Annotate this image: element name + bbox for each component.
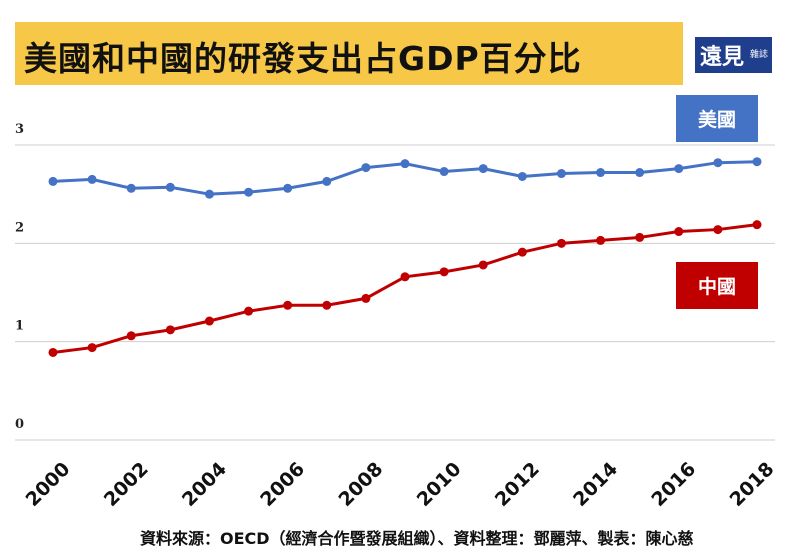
data-point	[87, 343, 97, 353]
data-point	[165, 182, 175, 192]
data-point	[322, 176, 332, 186]
x-tick-label: 2008	[334, 458, 387, 511]
x-tick-label: 2016	[647, 458, 700, 511]
data-point	[283, 183, 293, 193]
data-point	[361, 163, 371, 173]
legend-us: 美國	[676, 95, 758, 142]
data-point	[204, 316, 214, 326]
x-tick-label: 2010	[413, 458, 466, 511]
data-point	[204, 189, 214, 199]
logo-main: 遠見	[700, 44, 745, 70]
data-point	[713, 225, 723, 235]
chart-title: 美國和中國的研發支出占GDP百分比	[24, 39, 582, 78]
logo: 遠見 雜誌	[695, 37, 772, 73]
data-point	[713, 158, 723, 168]
data-point	[322, 300, 332, 310]
data-point	[439, 267, 449, 277]
x-tick-label: 2002	[100, 458, 153, 511]
y-tick-label: 2	[15, 220, 24, 235]
x-tick-label: 2004	[178, 458, 231, 511]
data-point	[244, 306, 254, 316]
data-point	[517, 171, 527, 181]
data-point	[361, 293, 371, 303]
data-point	[87, 174, 97, 184]
y-tick-label: 0	[15, 417, 24, 432]
data-point	[556, 238, 566, 248]
data-point	[596, 235, 606, 245]
data-point	[674, 164, 684, 174]
y-tick-label: 1	[15, 319, 24, 334]
data-point	[126, 331, 136, 341]
data-point	[439, 167, 449, 177]
data-point	[283, 300, 293, 310]
legend-china: 中國	[676, 262, 758, 309]
y-tick-label: 3	[15, 122, 24, 137]
x-tick-label: 2018	[726, 458, 779, 511]
data-point	[165, 325, 175, 335]
x-tick-label: 2012	[491, 458, 544, 511]
logo-sub: 雜誌	[750, 50, 769, 60]
x-tick-label: 2000	[22, 458, 75, 511]
data-point	[48, 176, 58, 186]
data-point	[400, 159, 410, 169]
data-point	[400, 272, 410, 282]
source-note: 資料來源：OECD（經濟合作暨發展組織）、資料整理：鄧麗萍、製表：陳心慈	[140, 529, 694, 548]
x-tick-label: 2014	[569, 458, 622, 511]
data-point	[126, 183, 136, 193]
data-point	[478, 164, 488, 174]
x-tick-label: 2006	[256, 458, 309, 511]
data-point	[517, 247, 527, 257]
data-point	[244, 187, 254, 197]
data-point	[752, 157, 762, 167]
data-point	[48, 347, 58, 357]
data-point	[752, 220, 762, 230]
data-point	[556, 169, 566, 179]
data-point	[478, 260, 488, 270]
data-point	[674, 227, 684, 237]
title-banner	[15, 22, 683, 85]
data-point	[635, 232, 645, 242]
data-point	[596, 168, 606, 178]
data-point	[635, 168, 645, 178]
